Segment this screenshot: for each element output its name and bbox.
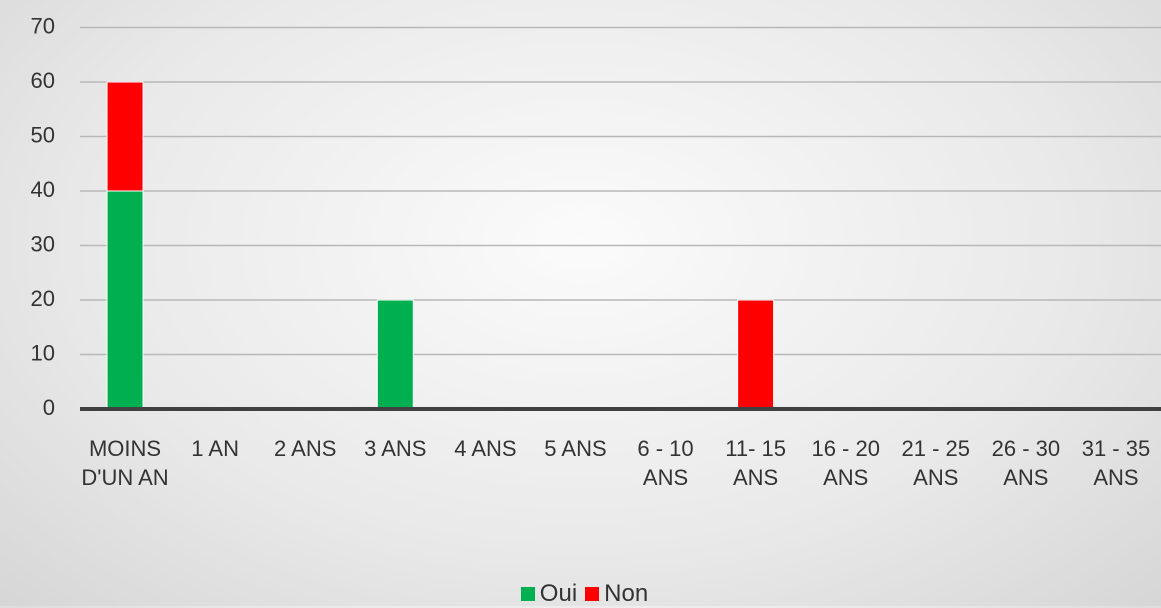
bar-segment — [106, 81, 144, 192]
y-tick-label: 10 — [31, 340, 55, 365]
y-tick-label: 40 — [31, 177, 55, 202]
x-tick-label: 3 ANS — [364, 436, 427, 461]
legend: Oui Non — [0, 580, 1161, 608]
x-tick-label: 6 - 10 ANS — [637, 436, 694, 490]
x-tick-label: 4 ANS — [454, 436, 517, 461]
x-tick-label: 26 - 30 ANS — [991, 436, 1061, 490]
y-tick-label: 30 — [31, 231, 55, 256]
y-tick-label: 20 — [31, 286, 55, 311]
x-tick-label: 5 ANS — [544, 436, 607, 461]
x-tick-label: 16 - 20 ANS — [811, 436, 880, 490]
legend-label: Non — [604, 580, 649, 607]
y-tick-label: 0 — [43, 395, 55, 420]
bar-segment — [106, 190, 144, 410]
y-tick-label: 50 — [31, 122, 55, 147]
x-tick-label: 1 AN — [191, 436, 239, 461]
y-tick-label: 60 — [31, 68, 55, 93]
x-tick-label: MOINS D'UN AN — [81, 436, 169, 490]
y-tick-label: 70 — [31, 13, 55, 38]
legend-swatch — [520, 587, 535, 601]
legend-label: Oui — [539, 580, 578, 607]
x-tick-label: 31 - 35 ANS — [1081, 436, 1151, 490]
x-tick-label: 21 - 25 ANS — [901, 436, 971, 490]
bar-segment — [376, 299, 414, 410]
x-tick-label: 2 ANS — [274, 436, 337, 461]
x-tick-label: 11- 15 ANS — [725, 436, 786, 490]
legend-swatch — [585, 587, 600, 601]
bar-segment — [737, 299, 775, 410]
